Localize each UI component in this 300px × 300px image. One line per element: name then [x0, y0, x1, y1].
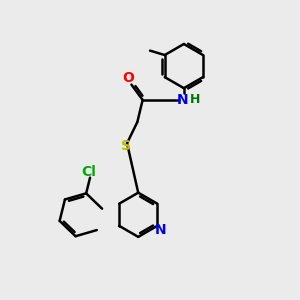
Text: N: N — [155, 223, 167, 237]
Text: S: S — [122, 139, 131, 153]
Text: Cl: Cl — [81, 165, 96, 179]
Text: O: O — [122, 71, 134, 85]
Text: N: N — [177, 93, 188, 107]
Text: H: H — [190, 93, 200, 106]
